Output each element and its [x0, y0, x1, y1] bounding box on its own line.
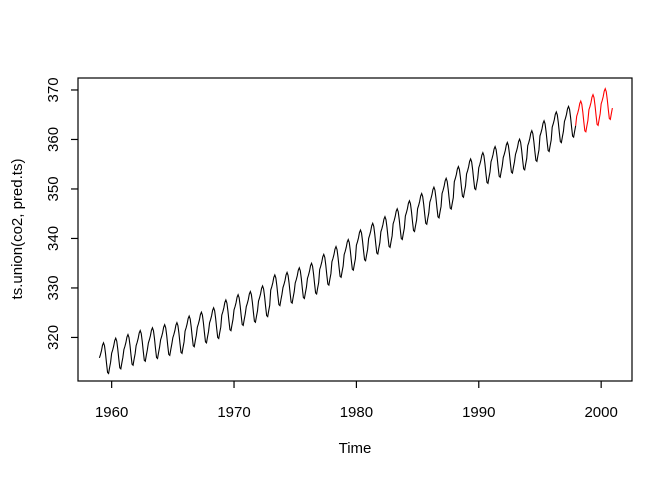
plot-box: [77, 77, 633, 382]
y-tick-label: 320: [45, 325, 62, 350]
chart-series-lines: [98, 87, 613, 375]
x-tick-label: 1980: [340, 404, 373, 421]
y-tick-label: 330: [45, 275, 62, 300]
x-tick-label: 1990: [462, 404, 495, 421]
axis-ticks: [71, 89, 602, 388]
x-tick-label: 1960: [95, 404, 128, 421]
y-axis-title: ts.union(co2, pred.ts): [9, 159, 26, 300]
y-tick-label: 370: [45, 77, 62, 102]
y-tick-label: 350: [45, 176, 62, 201]
x-tick-label: 1970: [217, 404, 250, 421]
x-axis-title: Time: [339, 440, 372, 457]
x-tick-label: 2000: [584, 404, 617, 421]
axis-tick-labels: 1960 1970 1980 1990 2000 320 330 340 350 360 370: [45, 77, 618, 421]
prediction-line: [575, 87, 613, 133]
y-tick-label: 360: [45, 127, 62, 152]
y-tick-label: 340: [45, 226, 62, 251]
co2-observed-line: [98, 104, 577, 375]
